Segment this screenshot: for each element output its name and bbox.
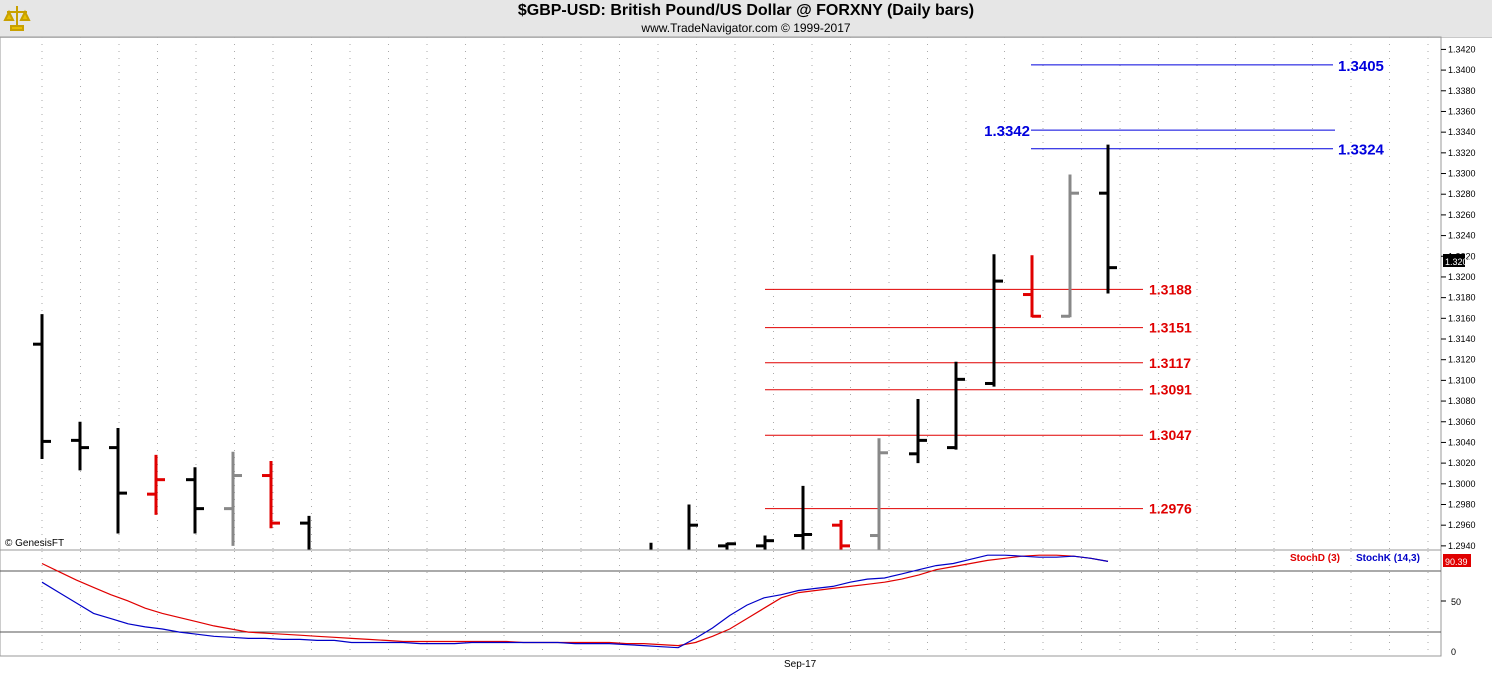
chart-title: $GBP-USD: British Pound/US Dollar @ FORX… <box>517 2 975 19</box>
price-bar <box>1061 174 1079 318</box>
y-tick-label: 1.3260 <box>1448 210 1476 220</box>
stoch-value-label: 90.39 <box>1445 557 1468 567</box>
stoch-d-legend: StochD (3) <box>1290 553 1340 564</box>
stochastic-grid <box>41 551 1446 655</box>
blue-level-label: 1.3324 <box>1338 142 1385 159</box>
y-tick-label: 1.3420 <box>1448 44 1476 54</box>
red-levels: 1.3188 1.3151 1.3117 1.3091 1.3047 1.2976 <box>765 281 1192 517</box>
grid <box>41 37 1429 550</box>
y-tick-label: 1.3300 <box>1448 169 1476 179</box>
last-price-badge <box>1443 254 1465 267</box>
stoch-value-badge <box>1443 554 1471 567</box>
y-tick-label: 1.3320 <box>1448 148 1476 158</box>
blue-level-label: 1.3405 <box>1338 58 1384 75</box>
red-level-label: 1.3188 <box>1149 281 1192 297</box>
stoch-k-line <box>41 554 1109 649</box>
scale-logo-icon <box>3 6 31 31</box>
red-level-label: 1.2976 <box>1149 501 1192 517</box>
y-tick-label: 1.3060 <box>1448 417 1476 427</box>
price-bar <box>794 485 812 550</box>
y-tick-label: 1.3120 <box>1448 355 1476 365</box>
price-bar <box>756 535 774 550</box>
price-bar <box>947 361 965 450</box>
red-level-label: 1.3151 <box>1149 320 1192 336</box>
y-tick-label: 1.3240 <box>1448 231 1476 241</box>
y-tick-label: 1.3340 <box>1448 127 1476 137</box>
y-tick-label: 1.2980 <box>1448 499 1476 509</box>
y-tick-label: 1.3280 <box>1448 189 1476 199</box>
price-bar <box>985 254 1003 387</box>
price-bar <box>687 504 698 550</box>
red-level-label: 1.3091 <box>1149 382 1192 398</box>
y-tick-label: 1.3360 <box>1448 106 1476 116</box>
price-y-axis: 1.3420 1.3400 1.3380 1.3360 1.3340 1.3320 1.33… <box>1441 44 1476 551</box>
price-bar <box>224 451 242 546</box>
y-tick-label: 1.3100 <box>1448 375 1476 385</box>
x-tick-label: Sep-17 <box>784 659 817 670</box>
y-tick-label: 1.3160 <box>1448 313 1476 323</box>
price-bar <box>109 427 127 534</box>
price-bar <box>718 542 736 550</box>
price-bars <box>33 144 1117 550</box>
red-level-label: 1.3117 <box>1149 355 1191 371</box>
price-bar <box>832 520 850 550</box>
price-bar <box>1023 255 1041 318</box>
stoch-tick-50: 50 <box>1451 597 1461 607</box>
y-tick-label: 1.3380 <box>1448 86 1476 96</box>
chart-subtitle: www.TradeNavigator.com © 1999-2017 <box>641 21 851 35</box>
price-bar <box>262 461 280 529</box>
y-tick-label: 1.2960 <box>1448 520 1476 530</box>
price-bar <box>33 314 51 459</box>
price-bar <box>300 515 311 550</box>
y-tick-label: 1.3180 <box>1448 293 1476 303</box>
y-tick-label: 1.3080 <box>1448 396 1476 406</box>
y-tick-label: 1.3400 <box>1448 65 1476 75</box>
y-tick-label: 1.2940 <box>1448 541 1476 551</box>
y-tick-label: 1.3140 <box>1448 334 1476 344</box>
price-bar <box>909 398 927 464</box>
price-bar <box>186 467 204 534</box>
y-tick-label: 1.3040 <box>1448 437 1476 447</box>
price-bar <box>1099 144 1117 294</box>
red-level-label: 1.3047 <box>1149 427 1192 443</box>
last-price-label: 1.3209 <box>1445 257 1473 267</box>
price-bar <box>870 438 888 550</box>
y-tick-label: 1.3020 <box>1448 458 1476 468</box>
stoch-d-line <box>41 554 1109 647</box>
price-bar <box>147 454 165 515</box>
y-tick-label: 1.3200 <box>1448 272 1476 282</box>
blue-level-label: 1.3342 <box>984 123 1030 140</box>
price-bar <box>71 421 89 471</box>
stoch-tick-0: 0 <box>1451 647 1456 657</box>
stoch-k-legend: StochK (14,3) <box>1356 553 1420 564</box>
stochastic-pane <box>0 549 1442 657</box>
y-tick-label: 1.3000 <box>1448 479 1476 489</box>
blue-levels: 1.3405 1.3342 1.3324 <box>984 58 1384 159</box>
credit-label: © GenesisFT <box>5 538 64 549</box>
price-pane <box>0 36 1442 551</box>
